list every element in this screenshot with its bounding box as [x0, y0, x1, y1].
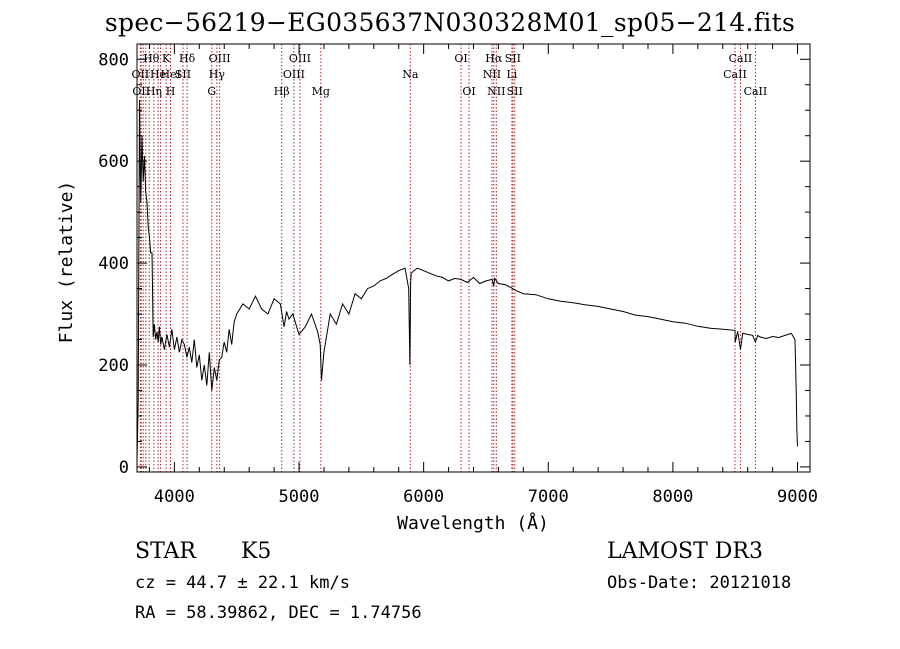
- line-label: SII: [175, 68, 191, 81]
- line-label: CaII: [723, 68, 747, 81]
- line-label: Na: [402, 68, 419, 81]
- y-axis-label: Flux (relative): [56, 181, 77, 344]
- line-label: K: [162, 52, 171, 65]
- line-label: OII: [132, 68, 150, 81]
- y-tick-label: 0: [119, 458, 129, 478]
- object-subclass: K5: [241, 539, 272, 564]
- line-label: CaII: [744, 85, 768, 98]
- line-label: OI: [462, 85, 475, 98]
- x-tick-label: 4000: [154, 487, 195, 507]
- line-label: CaII: [729, 52, 753, 65]
- y-tick-label: 400: [98, 254, 129, 274]
- line-label: OIII: [209, 52, 231, 65]
- line-label: OII: [132, 85, 150, 98]
- line-label: HeI: [161, 68, 181, 81]
- line-label: Li: [506, 68, 517, 81]
- line-label: Hα: [485, 52, 503, 65]
- survey-name: LAMOST DR3: [607, 539, 763, 564]
- observation-date: Obs-Date: 20121018: [607, 573, 792, 593]
- line-label: H: [166, 85, 176, 98]
- y-tick-label: 600: [98, 152, 129, 172]
- line-label: OIII: [289, 52, 311, 65]
- line-label: NII: [483, 68, 501, 81]
- line-label: OI: [454, 52, 467, 65]
- line-label: SII: [507, 85, 523, 98]
- line-label: Hδ: [179, 52, 196, 65]
- line-label: Mg: [312, 85, 330, 98]
- x-tick-label: 9000: [777, 487, 818, 507]
- object-class: STAR: [135, 539, 196, 564]
- plot-frame: [136, 43, 811, 473]
- line-label: G: [207, 85, 216, 98]
- line-label: NII: [487, 85, 505, 98]
- line-label: Hβ: [274, 85, 290, 98]
- spectral-line-markers: [139, 44, 756, 472]
- line-label: OIII: [283, 68, 305, 81]
- x-tick-label: 8000: [652, 487, 693, 507]
- line-label: He: [150, 68, 166, 81]
- spectrum-line: [136, 99, 798, 462]
- line-label: Hγ: [209, 68, 226, 81]
- chart-title: spec−56219−EG035637N030328M01_sp05−214.f…: [104, 8, 796, 37]
- x-tick-label: 5000: [279, 487, 320, 507]
- axis-ticks: 4000 5000 6000 7000 8000 9000 0 200 400 600 800: [98, 44, 818, 507]
- x-tick-label: 6000: [403, 487, 444, 507]
- redshift-velocity: cz = 44.7 ± 22.1 km/s: [135, 573, 350, 593]
- line-label: Hθ: [143, 52, 160, 65]
- y-tick-label: 800: [98, 50, 129, 70]
- x-axis-label: Wavelength (Å): [397, 512, 549, 534]
- line-label: Hη: [146, 85, 162, 98]
- coordinates: RA = 58.39862, DEC = 1.74756: [135, 603, 422, 623]
- x-tick-label: 7000: [528, 487, 569, 507]
- line-label: SII: [505, 52, 521, 65]
- y-tick-label: 200: [98, 356, 129, 376]
